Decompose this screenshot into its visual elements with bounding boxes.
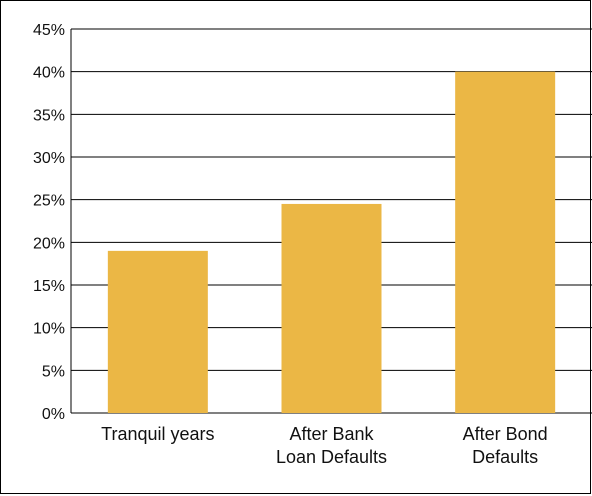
x-category-label: Loan Defaults xyxy=(276,447,387,467)
y-tick-label: 25% xyxy=(33,193,65,210)
y-tick-label: 5% xyxy=(42,363,65,380)
y-tick-label: 30% xyxy=(33,150,65,167)
y-tick-label: 10% xyxy=(33,321,65,338)
y-tick-label: 40% xyxy=(33,65,65,82)
y-tick-label: 15% xyxy=(33,278,65,295)
y-tick-label: 20% xyxy=(33,235,65,252)
bar-3 xyxy=(455,71,556,414)
y-tick-label: 45% xyxy=(33,22,65,39)
x-category-label: After Bond xyxy=(463,424,548,444)
bar-2 xyxy=(281,203,382,413)
x-category-label: Defaults xyxy=(472,447,538,467)
bar-1 xyxy=(107,250,208,413)
y-tick-label: 35% xyxy=(33,107,65,124)
x-category-label: Tranquil years xyxy=(101,424,214,444)
y-tick-label: 0% xyxy=(42,406,65,423)
x-category-label: After Bank xyxy=(289,424,374,444)
